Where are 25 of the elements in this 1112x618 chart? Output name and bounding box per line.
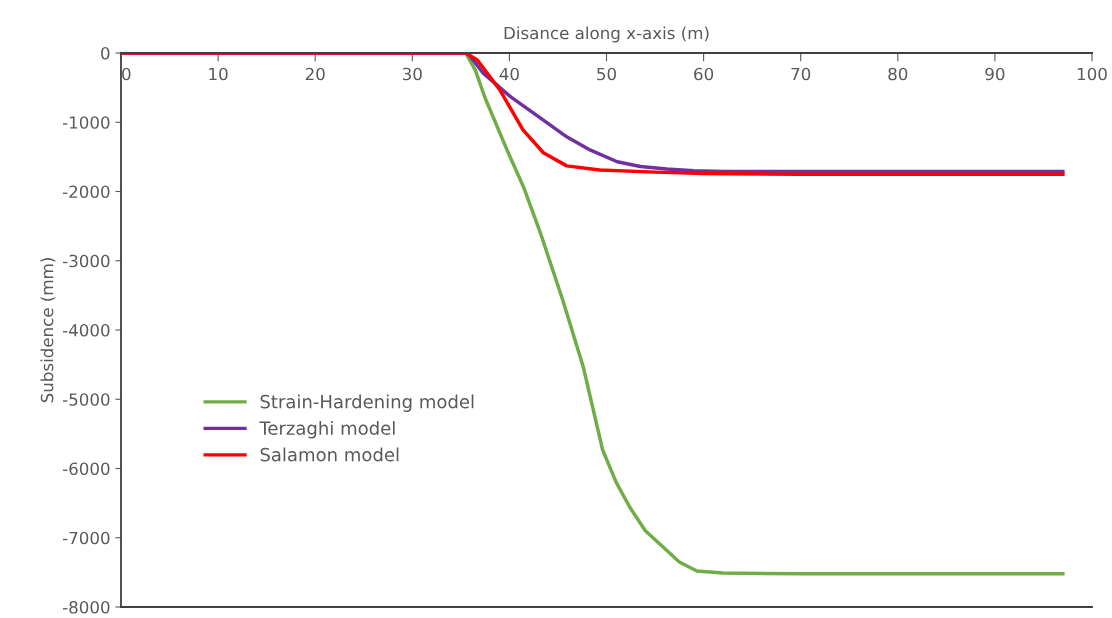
y-tick-label: -1000 (62, 116, 110, 129)
x-tick-label: 50 (597, 67, 616, 81)
legend-label: Salamon model (260, 447, 399, 462)
y-tick-label: -4000 (62, 323, 110, 337)
y-tick-label: -3000 (62, 254, 110, 268)
y-tick-label: -7000 (62, 531, 110, 545)
x-tick-label: 20 (305, 67, 325, 81)
legend-label: Terzaghi model (259, 420, 395, 439)
y-tick-label: -2000 (62, 185, 110, 199)
x-tick-label: 10 (209, 67, 228, 81)
y-tick-label: -6000 (62, 462, 110, 476)
x-tick-label: 30 (402, 67, 422, 81)
x-tick-label: 40 (499, 67, 519, 81)
y-tick-label: -8000 (62, 600, 110, 614)
x-axis-title: Disance along x-axis (m) (504, 26, 709, 43)
legend-label: Strain-Hardening model (260, 394, 474, 412)
y-axis-title: Subsidence (mm) (40, 258, 56, 403)
x-tick-label: 90 (985, 67, 1005, 81)
x-tick-label: 70 (791, 67, 811, 81)
x-tick-label: 80 (888, 67, 908, 81)
x-tick-label: 0 (122, 67, 131, 81)
x-tick-label: 100 (1077, 67, 1107, 81)
y-tick-label: -5000 (62, 393, 110, 406)
x-tick-label: 60 (694, 67, 714, 81)
y-tick-label: 0 (101, 46, 110, 60)
